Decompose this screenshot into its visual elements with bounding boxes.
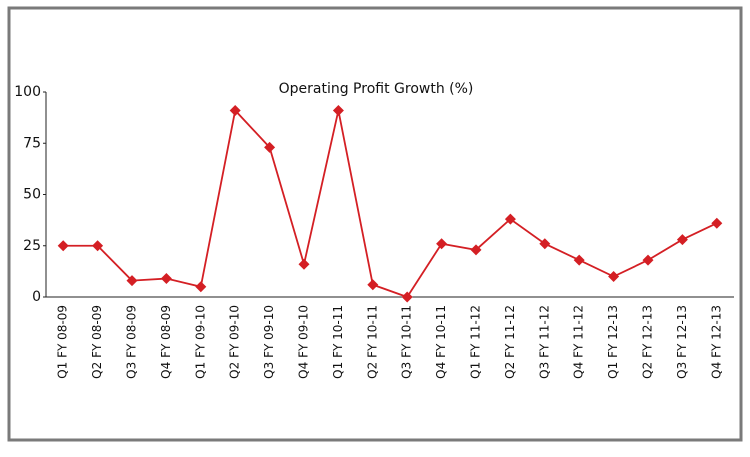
y-tick-label: 75: [23, 135, 41, 151]
marker: [711, 217, 723, 229]
marker: [332, 104, 344, 116]
x-tick-label: Q4 FY 10-11: [434, 305, 448, 379]
x-tick-label: Q3 FY 12-13: [675, 305, 689, 379]
y-tick-label: 100: [14, 84, 41, 100]
x-tick-label: Q1 FY 09-10: [193, 305, 207, 379]
x-tick-label: Q3 FY 11-12: [537, 305, 551, 379]
x-tick-label: Q1 FY 10-11: [331, 305, 345, 379]
marker: [436, 238, 448, 250]
x-tick-label: Q4 FY 09-10: [297, 305, 311, 379]
marker: [676, 234, 688, 246]
x-tick-label: Q3 FY 08-09: [125, 305, 139, 379]
marker: [504, 213, 516, 225]
x-tick-label: Q4 FY 11-12: [572, 305, 586, 379]
y-tick-label: 50: [23, 187, 41, 203]
chart-title: Operating Profit Growth (%): [279, 81, 474, 97]
marker: [264, 141, 276, 153]
marker: [229, 104, 241, 116]
x-tick-label: Q2 FY 12-13: [641, 305, 655, 379]
line: [63, 108, 718, 299]
marker: [573, 254, 585, 266]
x-tick-label: Q2 FY 09-10: [228, 305, 242, 379]
marker: [126, 275, 138, 287]
marker: [642, 254, 654, 266]
x-tick-label: Q4 FY 12-13: [709, 305, 723, 379]
marker: [298, 258, 310, 270]
marker: [160, 273, 172, 285]
x-tick-label: Q2 FY 10-11: [365, 305, 379, 379]
x-tick-label: Q3 FY 09-10: [262, 305, 276, 379]
x-tick-label: Q2 FY 08-09: [90, 305, 104, 379]
marker: [57, 240, 69, 252]
marker: [92, 240, 104, 252]
marker: [539, 238, 551, 250]
x-tick-label: Q1 FY 08-09: [56, 305, 70, 379]
x-tick-label: Q4 FY 08-09: [159, 305, 173, 379]
marker: [608, 271, 620, 282]
marker: [470, 244, 482, 256]
x-tick-label: Q2 FY 11-12: [503, 305, 517, 379]
marker: [195, 281, 207, 293]
x-tick-label: Q1 FY 11-12: [469, 305, 483, 379]
y-tick-label: 25: [23, 238, 41, 254]
marker: [367, 279, 379, 291]
y-tick-label: 0: [32, 289, 41, 305]
x-tick-label: Q3 FY 10-11: [400, 305, 414, 379]
marker: [401, 291, 413, 303]
frame: [7, 6, 743, 442]
x-tick-label: Q1 FY 12-13: [606, 305, 620, 379]
